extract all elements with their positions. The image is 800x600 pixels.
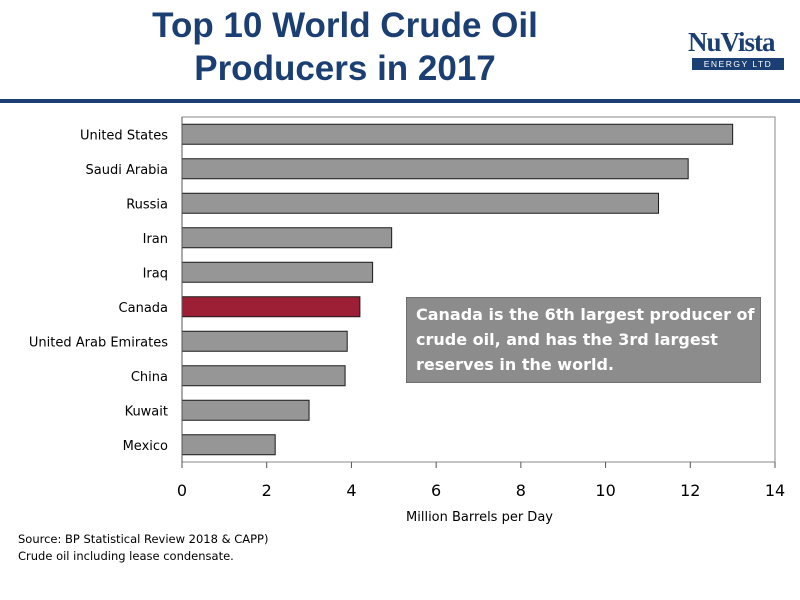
company-logo: NuVista ENERGY LTD: [688, 28, 788, 74]
title-line-2: Producers in 2017: [194, 49, 496, 88]
category-label: Saudi Arabia: [86, 163, 169, 178]
x-tick-label: 2: [262, 481, 272, 500]
category-label: Canada: [119, 301, 168, 316]
x-tick-label: 14: [765, 481, 785, 500]
logo-subtitle: ENERGY LTD: [692, 58, 784, 70]
bar-canada: [181, 296, 361, 318]
x-tick-label: 10: [595, 481, 615, 500]
category-label: Kuwait: [125, 404, 168, 419]
bar-united-arab-emirates: [181, 330, 348, 352]
bar-mexico: [181, 434, 276, 456]
category-label: Russia: [126, 197, 168, 212]
annotation-box: Canada is the 6th largest producer of cr…: [406, 297, 761, 383]
bar-russia: [181, 192, 660, 214]
category-label: United Arab Emirates: [29, 335, 168, 350]
header-divider: [0, 99, 800, 103]
bar-iraq: [181, 261, 374, 283]
bar-iran: [181, 227, 393, 249]
bar-chart: United States Saudi Arabia Russia Iran Iraq C…: [29, 116, 785, 525]
page-title: Top 10 World Crude Oil Producers in 2017: [0, 4, 690, 90]
x-tick-label: 12: [680, 481, 700, 500]
category-label: Iraq: [143, 266, 168, 281]
x-tick-label: 6: [431, 481, 441, 500]
category-label: United States: [80, 128, 168, 143]
category-label: Mexico: [123, 439, 168, 454]
category-label: Iran: [143, 232, 168, 247]
x-tick-label: 0: [177, 481, 187, 500]
category-label: China: [131, 370, 168, 385]
bar-kuwait: [181, 399, 310, 421]
source-text: Source: BP Statistical Review 2018 & CAP…: [18, 532, 269, 546]
bar-saudi-arabia: [181, 158, 689, 180]
bar-china: [181, 365, 346, 387]
x-tick-label: 4: [346, 481, 356, 500]
x-tick-label: 8: [516, 481, 526, 500]
bar-united-states: [181, 123, 734, 145]
x-axis-title: Million Barrels per Day: [406, 510, 553, 525]
logo-wordmark: NuVista: [688, 27, 776, 57]
title-line-1: Top 10 World Crude Oil: [152, 6, 538, 45]
source-note: Crude oil including lease condensate.: [18, 549, 234, 563]
source-footer: Source: BP Statistical Review 2018 & CAP…: [18, 531, 418, 565]
